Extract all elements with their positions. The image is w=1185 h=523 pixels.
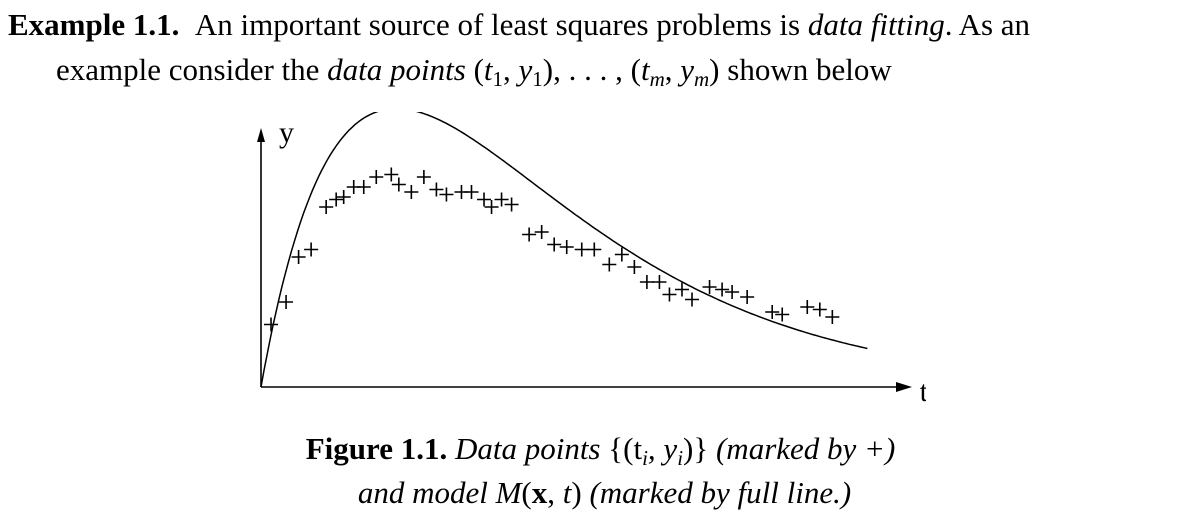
caption-line2-a: and model (357, 475, 488, 510)
math-y-1: y (518, 52, 533, 87)
data-point-markers (264, 167, 840, 332)
data-point-marker (547, 237, 562, 252)
caption-set-open: {(t (608, 431, 643, 466)
term-data-points: data points (327, 52, 466, 87)
data-point-marker (725, 285, 740, 299)
data-point-marker (740, 290, 755, 304)
figure-label: Figure 1.1. (305, 431, 448, 466)
data-point-marker (715, 282, 730, 297)
example-paragraph: Example 1.1. An important source of leas… (8, 2, 1180, 102)
t-axis-label: t (920, 375, 926, 402)
math-comma-2: , (664, 52, 681, 87)
data-point-marker (464, 185, 479, 199)
caption-sub-i-1: i (642, 446, 648, 470)
data-point-marker (429, 182, 444, 197)
caption-text-b: (marked by +) (715, 431, 896, 466)
data-point-marker (775, 307, 790, 322)
math-comma-1: , (503, 52, 519, 87)
data-point-marker (627, 260, 642, 274)
y-axis-label: y (279, 116, 294, 149)
data-point-marker (522, 227, 537, 242)
caption-text-a: Data points (454, 431, 601, 466)
data-point-marker (702, 280, 717, 294)
data-point-marker (662, 287, 677, 302)
data-point-marker (800, 300, 815, 314)
data-fitting-plot: y t (257, 112, 926, 402)
example-text-d: shown below (727, 52, 892, 87)
math-t-1: t (483, 52, 493, 87)
data-point-marker (304, 242, 319, 257)
data-point-marker (336, 190, 351, 204)
data-point-marker (356, 180, 371, 194)
math-sub-1b: 1 (532, 67, 543, 91)
math-close-2: ) (709, 52, 720, 87)
caption-model-t: t (562, 475, 572, 510)
y-axis-arrow (257, 128, 265, 142)
math-open-1: ( (473, 52, 484, 87)
example-text-a: An important source of least squares pro… (194, 7, 801, 42)
data-point-marker (602, 257, 617, 272)
example-line-2: example consider the data points (t1, y1… (8, 47, 1180, 102)
data-point-marker (574, 242, 589, 257)
t-axis-arrow (896, 382, 912, 392)
plot-axes: y t (257, 116, 926, 402)
data-point-marker (319, 200, 334, 214)
data-point-marker (369, 170, 384, 184)
data-point-marker (765, 305, 780, 319)
math-open-2: ( (630, 52, 641, 87)
data-point-marker (534, 225, 549, 239)
caption-y: , y (647, 431, 678, 466)
data-point-marker (559, 240, 574, 254)
data-point-marker (825, 310, 840, 324)
math-sub-1a: 1 (492, 67, 504, 91)
caption-model-M: M (495, 475, 522, 510)
data-point-marker (264, 317, 279, 332)
term-data-fitting: data fitting (807, 7, 945, 42)
data-point-marker (477, 192, 492, 207)
data-point-marker (504, 197, 519, 212)
math-sub-m-b: m (694, 67, 710, 91)
model-curve (260, 112, 868, 388)
math-close-1: ) (542, 52, 554, 87)
data-point-marker (291, 250, 306, 264)
caption-line2-b: (marked by full line.) (589, 475, 852, 510)
example-text-c: example consider the (56, 52, 320, 87)
data-point-marker (685, 292, 700, 307)
data-point-marker (384, 167, 399, 182)
figure-caption-line-2: and model M(x, t) (marked by full line.) (357, 475, 852, 510)
data-point-marker (674, 282, 689, 297)
data-point-marker (652, 275, 667, 289)
caption-model-x: x (531, 475, 548, 510)
math-sub-m-a: m (649, 67, 665, 91)
math-ellipsis: , . . . , (553, 52, 631, 87)
data-point-marker (416, 170, 431, 184)
example-text-b: . As an (944, 7, 1031, 42)
data-point-marker (639, 275, 654, 289)
data-point-marker (484, 200, 499, 214)
data-point-marker (391, 177, 406, 192)
math-t-m: t (640, 52, 650, 87)
data-point-marker (329, 192, 344, 207)
caption-set-close: )} (683, 431, 709, 466)
data-point-marker (614, 247, 629, 262)
caption-sub-i-2: i (677, 446, 684, 470)
data-point-marker (494, 192, 509, 207)
figure-caption-line-1: Figure 1.1. Data points {(ti, yi)} (mark… (8, 428, 1185, 479)
data-point-marker (404, 185, 419, 199)
data-point-marker (587, 242, 602, 257)
data-point-marker (439, 187, 454, 202)
data-point-marker (279, 295, 294, 309)
example-label: Example 1.1. (8, 7, 180, 42)
data-point-marker (812, 302, 827, 317)
math-y-m: y (680, 52, 694, 87)
